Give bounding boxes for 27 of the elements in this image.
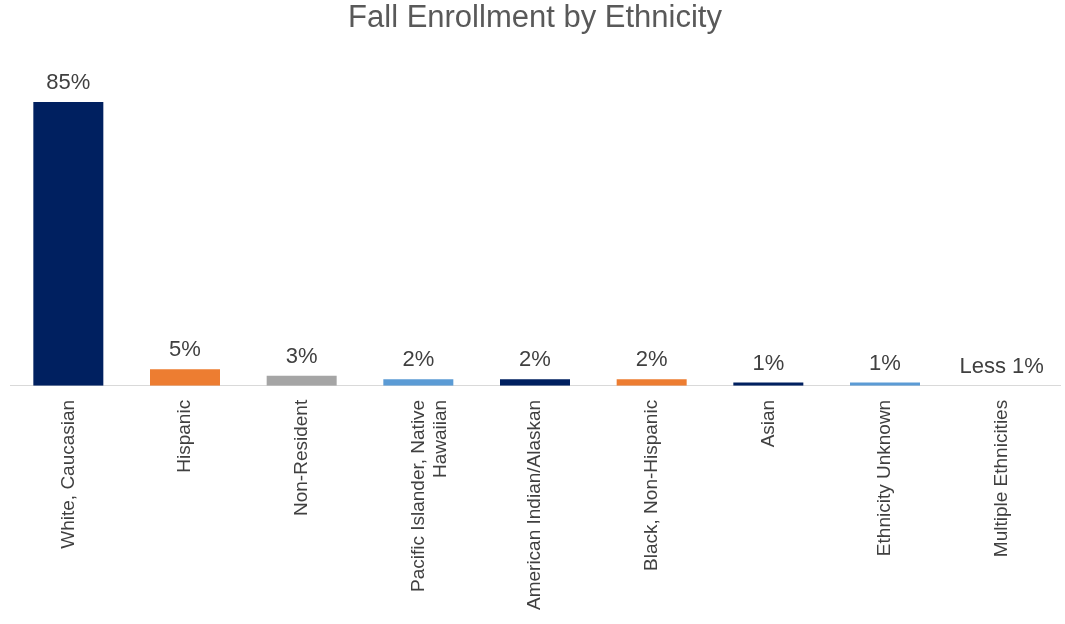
x-tick-label: American Indian/Alaskan [523, 399, 545, 610]
x-tick-label: Black, Non-Hispanic [639, 399, 661, 571]
data-label: 5% [169, 336, 201, 362]
bar [733, 382, 804, 386]
data-label: 1% [869, 349, 901, 375]
bar [33, 101, 104, 386]
x-tick-label: Non-Resident [289, 399, 311, 516]
bar [266, 375, 337, 386]
data-label: 2% [402, 346, 435, 372]
bar [850, 382, 920, 386]
data-label: 2% [519, 346, 551, 372]
bar [150, 369, 220, 386]
x-tick-label: Multiple Ethnicities [989, 399, 1011, 558]
x-tick-label: Pacific Islander, Native Hawaiian [406, 399, 451, 593]
text: Less 1% [959, 352, 1044, 378]
x-tick-label: Hispanic [173, 399, 195, 473]
bar [500, 379, 570, 386]
data-label: 2% [635, 346, 668, 372]
data-label: 3% [285, 342, 318, 368]
bar [616, 379, 687, 386]
x-tick-label: White, Caucasian [56, 399, 78, 549]
x-tick-label: Asian [756, 399, 778, 448]
data-label: 1% [752, 349, 785, 375]
x-tick-label: Ethnicity Unknown [873, 399, 895, 557]
data-label: 85% [46, 68, 91, 94]
bar [383, 379, 454, 386]
chart-title: Fall Enrollment by Ethnicity [348, 0, 723, 35]
